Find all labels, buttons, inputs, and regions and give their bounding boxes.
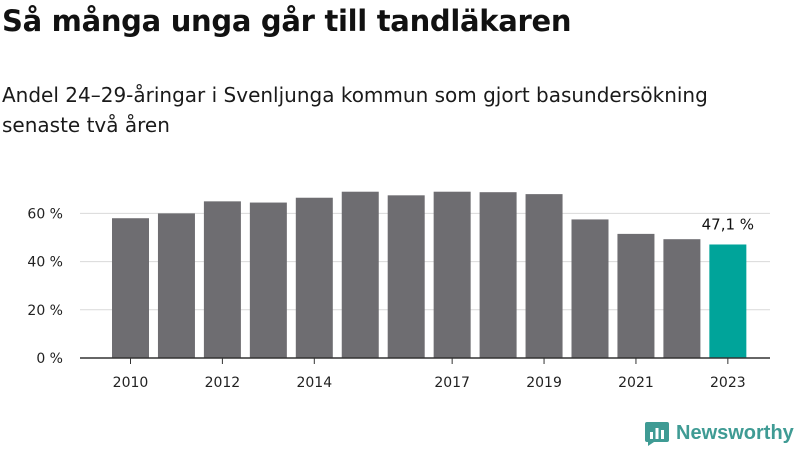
brand-logo: Newsworthy (644, 420, 794, 446)
bar (571, 219, 609, 358)
data-label: 47,1 % (702, 215, 754, 233)
x-tick-label: 2012 (205, 375, 241, 391)
grid-lines (80, 212, 770, 311)
bar (112, 218, 149, 358)
x-tick-label: 2014 (296, 375, 332, 391)
bar (617, 233, 655, 358)
brand-name: Newsworthy (676, 421, 794, 444)
bar (433, 191, 471, 358)
bar (249, 202, 287, 358)
y-tick-label: 60 % (27, 206, 63, 222)
bar (203, 201, 241, 358)
bar (525, 194, 563, 358)
labels: 0 % 20 % 40 % 60 % 2010 2012 2014 2017 2019 2021 2… (27, 206, 754, 391)
x-tick-label: 2021 (618, 375, 654, 391)
y-tick-label: 0 % (36, 351, 63, 367)
bar (157, 213, 195, 358)
bar (295, 197, 333, 358)
axes (80, 357, 770, 364)
bars (112, 191, 747, 358)
bar (709, 244, 747, 358)
y-tick-label: 20 % (27, 303, 63, 319)
newsworthy-logo-icon (645, 422, 669, 446)
y-tick-label: 40 % (27, 255, 63, 271)
bar (341, 191, 379, 358)
bar (387, 195, 425, 358)
bar (663, 239, 701, 358)
x-tick-label: 2023 (710, 375, 746, 391)
bar (479, 192, 517, 358)
chart-title: Så många unga går till tandläkaren (2, 4, 572, 38)
x-tick-label: 2019 (526, 375, 562, 391)
chart-subtitle: Andel 24–29-åringar i Svenljunga kommun … (2, 83, 708, 137)
x-tick-label: 2017 (434, 375, 470, 391)
x-tick-label: 2010 (113, 375, 149, 391)
